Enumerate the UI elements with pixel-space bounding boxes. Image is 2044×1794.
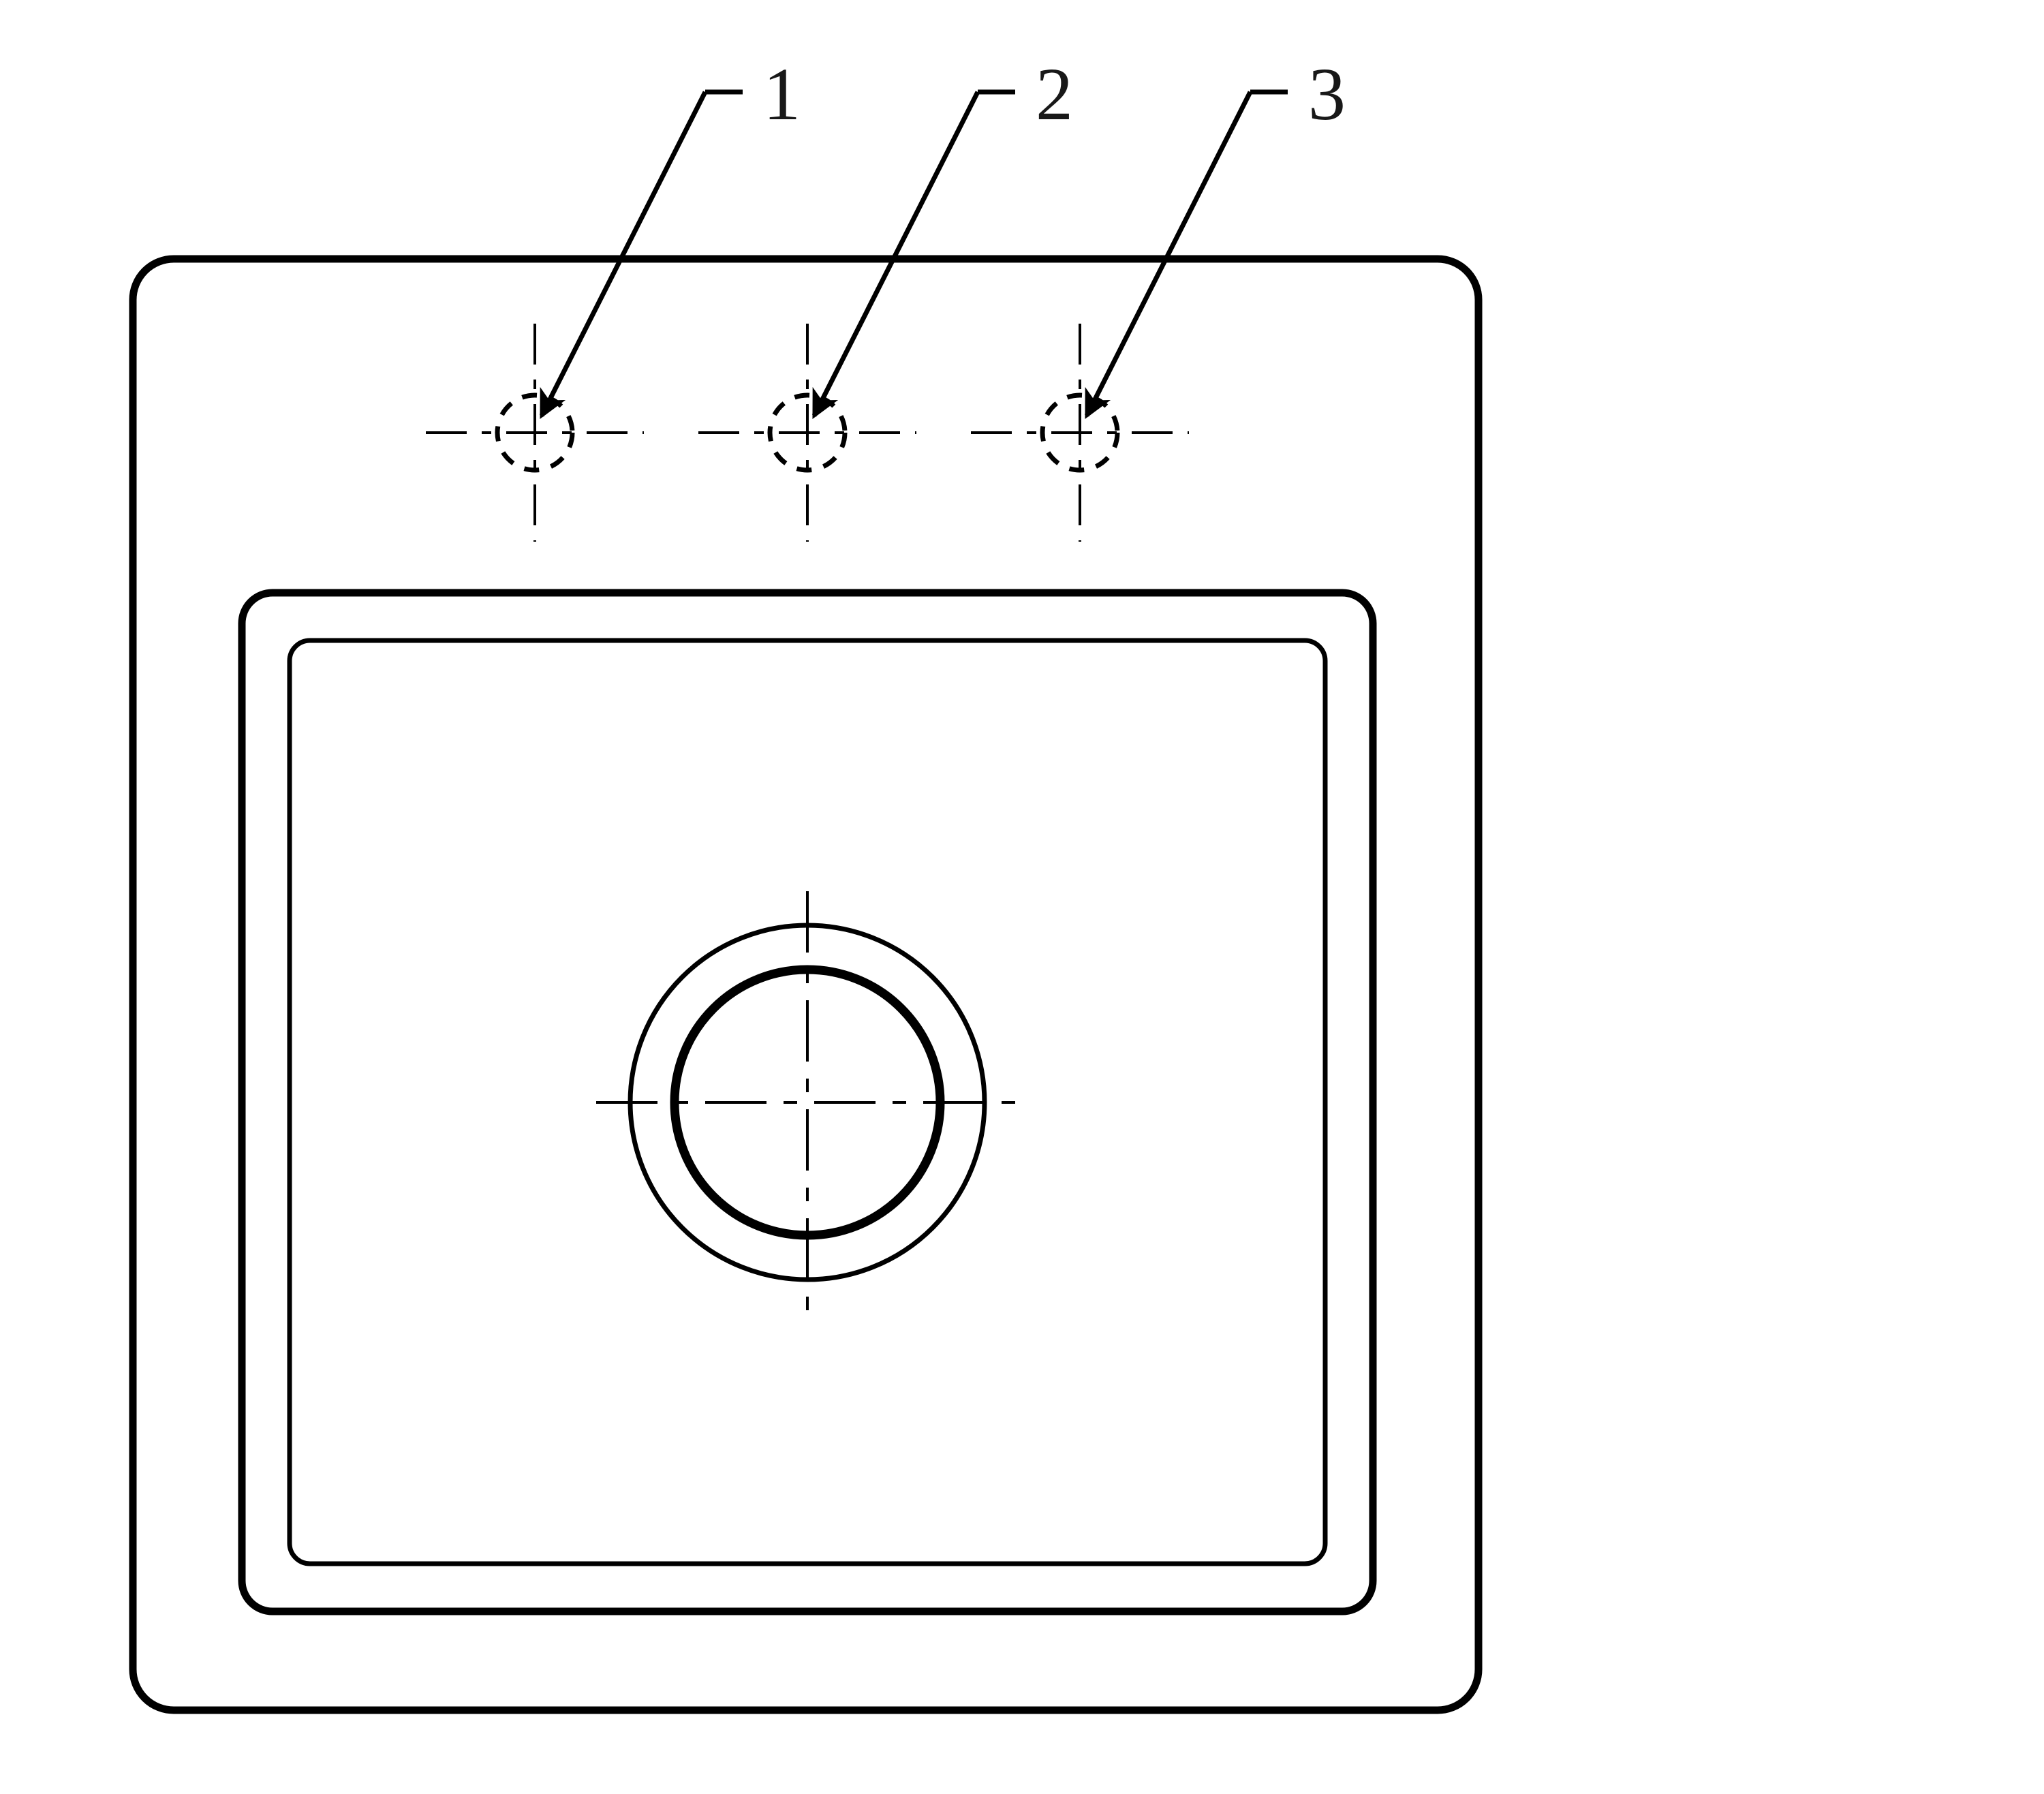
sink-outer-rim [133, 259, 1478, 1710]
callout-2: 2 [814, 52, 1073, 416]
basin-inner [290, 640, 1325, 1564]
technical-drawing: 1 2 3 [0, 0, 2044, 1794]
tap-hole-2 [698, 324, 916, 542]
tap-hole-1 [426, 324, 644, 542]
callout-label: 3 [1308, 52, 1346, 136]
callout-leader [814, 92, 978, 416]
callout-leader [542, 92, 705, 416]
drain-assembly [596, 891, 1019, 1314]
callout-1: 1 [542, 52, 801, 416]
tap-holes-group [426, 324, 1189, 542]
callout-label: 2 [1036, 52, 1073, 136]
callout-leader [1087, 92, 1250, 416]
callout-3: 3 [1087, 52, 1346, 416]
callouts-group: 1 2 3 [542, 52, 1346, 416]
callout-label: 1 [763, 52, 801, 136]
tap-hole-3 [971, 324, 1189, 542]
basin-outer [242, 593, 1373, 1611]
